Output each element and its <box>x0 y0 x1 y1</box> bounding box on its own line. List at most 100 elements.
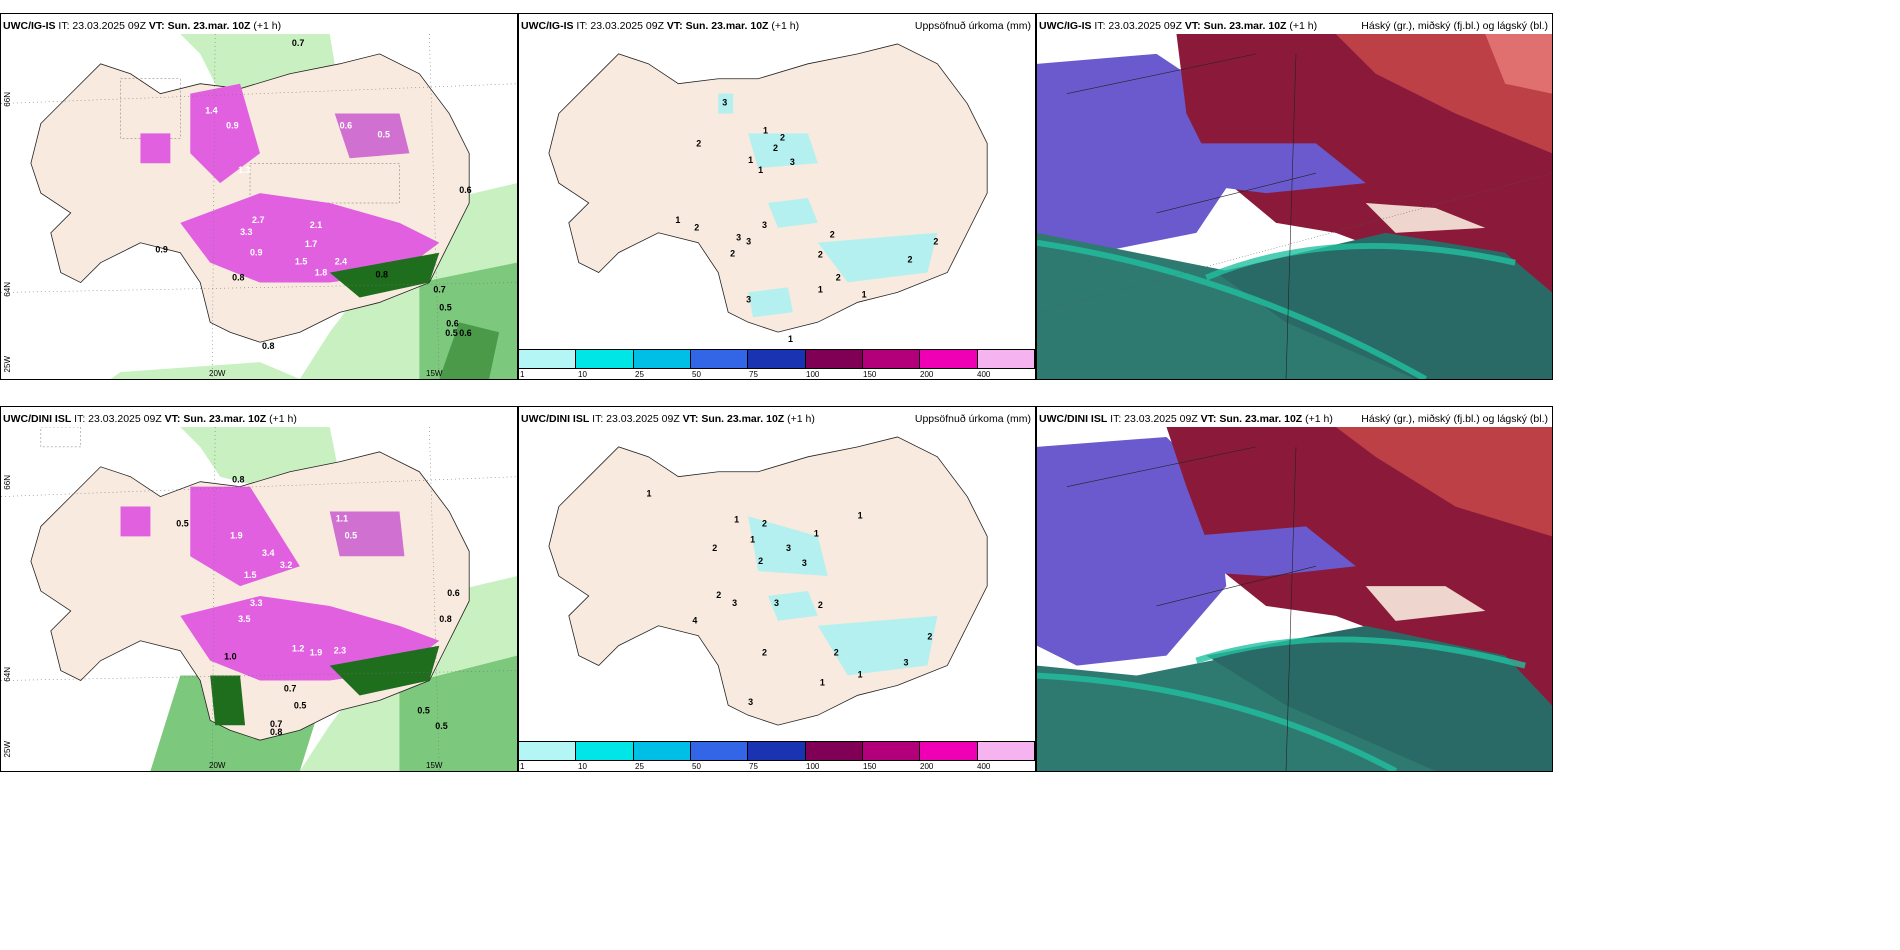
map-area[interactable] <box>1037 34 1552 379</box>
colorbar-tick: 50 <box>692 762 701 771</box>
svg-text:0.6: 0.6 <box>340 120 352 130</box>
svg-text:2.3: 2.3 <box>334 646 346 656</box>
svg-text:2: 2 <box>836 272 841 282</box>
svg-text:2: 2 <box>927 632 932 642</box>
panel-top-clouds: UWC/IG-IS IT: 23.03.2025 09Z VT: Sun. 23… <box>1036 13 1553 380</box>
svg-text:0.5: 0.5 <box>345 530 357 540</box>
map-area[interactable] <box>1037 427 1552 771</box>
svg-text:1: 1 <box>675 215 680 225</box>
colorbar-segment <box>920 350 978 368</box>
panel-header: UWC/IG-IS IT: 23.03.2025 09Z VT: Sun. 23… <box>521 20 800 32</box>
colorbar-segment <box>519 350 577 368</box>
svg-text:0.5: 0.5 <box>439 302 451 312</box>
svg-text:2: 2 <box>762 648 767 658</box>
precip-colorbar <box>519 349 1035 369</box>
colorbar-tick: 75 <box>749 370 758 379</box>
svg-text:3: 3 <box>732 598 737 608</box>
svg-text:1: 1 <box>788 334 793 344</box>
map-accum-precip: 3 1 2 2 1 3 1 2 3 3 1 3 2 3 2 2 2 1 2 2 … <box>548 43 988 344</box>
svg-text:3: 3 <box>790 157 795 167</box>
svg-text:0.6: 0.6 <box>459 185 471 195</box>
lat-label-66n: 66N <box>3 475 12 490</box>
svg-text:3: 3 <box>748 697 753 707</box>
svg-text:0.5: 0.5 <box>435 721 447 731</box>
panel-top-precip-wind: UWC/IG-IS IT: 23.03.2025 09Z VT: Sun. 23… <box>0 13 518 380</box>
svg-text:3: 3 <box>786 543 791 553</box>
colorbar-segment <box>977 350 1035 368</box>
colorbar-segment <box>633 350 691 368</box>
map-precip-wind: 0.7 1.4 0.9 1.3 0.6 0.5 2.7 3.3 1.7 2.1 … <box>1 34 517 379</box>
svg-text:1: 1 <box>734 514 739 524</box>
colorbar-segment <box>748 742 806 760</box>
colorbar-tick: 150 <box>863 370 877 379</box>
map-area[interactable]: 2 1 2 1 2 1 3 2 3 1 1 2 3 4 3 2 2 3 2 2 … <box>519 427 1035 743</box>
colorbar-segment <box>576 742 634 760</box>
svg-text:1: 1 <box>647 489 652 499</box>
svg-text:1.1: 1.1 <box>336 513 348 523</box>
svg-text:0.8: 0.8 <box>232 475 244 485</box>
colorbar-segment <box>519 742 577 760</box>
lon-label-20w: 20W <box>209 761 226 770</box>
svg-text:1.9: 1.9 <box>230 530 242 540</box>
svg-text:2: 2 <box>696 138 701 148</box>
svg-text:0.8: 0.8 <box>232 273 244 283</box>
map-area[interactable]: 0.7 1.4 0.9 1.3 0.6 0.5 2.7 3.3 1.7 2.1 … <box>1 34 517 379</box>
colorbar-segment <box>805 350 863 368</box>
colorbar-tick: 10 <box>578 370 587 379</box>
svg-text:0.5: 0.5 <box>378 129 390 139</box>
svg-text:3.5: 3.5 <box>238 614 250 624</box>
svg-text:3.4: 3.4 <box>262 548 274 558</box>
svg-text:1: 1 <box>758 165 763 175</box>
colorbar-tick: 200 <box>920 370 934 379</box>
svg-text:2.4: 2.4 <box>335 257 347 267</box>
svg-text:2: 2 <box>830 230 835 240</box>
svg-text:1: 1 <box>763 125 768 135</box>
svg-text:2: 2 <box>694 223 699 233</box>
colorbar-tick: 25 <box>635 762 644 771</box>
svg-text:0.9: 0.9 <box>155 245 167 255</box>
colorbar-tick: 100 <box>806 762 820 771</box>
map-accum-precip: 2 1 2 1 2 1 3 2 3 1 1 2 3 4 3 2 2 3 2 2 … <box>548 427 988 726</box>
lon-label-25w: 25W <box>3 356 12 373</box>
svg-text:2: 2 <box>712 543 717 553</box>
svg-text:1.7: 1.7 <box>305 239 317 249</box>
svg-text:2: 2 <box>758 556 763 566</box>
svg-text:1: 1 <box>862 289 867 299</box>
colorbar-segment <box>920 742 978 760</box>
colorbar-tick: 400 <box>977 370 991 379</box>
svg-text:0.7: 0.7 <box>433 285 445 295</box>
panel-title: Háský (gr.), miðský (fj.bl.) og lágský (… <box>1361 413 1548 425</box>
svg-text:2: 2 <box>780 132 785 142</box>
colorbar-segment <box>977 742 1035 760</box>
svg-text:0.6: 0.6 <box>447 588 459 598</box>
svg-text:0.9: 0.9 <box>250 248 262 258</box>
svg-text:0.8: 0.8 <box>376 270 388 280</box>
map-area[interactable]: 3 1 2 2 1 3 1 2 3 3 1 3 2 3 2 2 2 1 2 2 … <box>519 34 1035 351</box>
svg-text:0.5: 0.5 <box>445 328 457 338</box>
svg-text:2: 2 <box>933 237 938 247</box>
map-precip-wind: 0.8 1.9 3.4 1.5 3.2 1.1 0.5 3.3 3.5 1.9 … <box>1 427 517 771</box>
svg-text:1: 1 <box>820 677 825 687</box>
svg-text:2.1: 2.1 <box>310 220 322 230</box>
svg-text:1: 1 <box>814 528 819 538</box>
svg-text:0.7: 0.7 <box>292 38 304 48</box>
map-clouds <box>1037 427 1552 771</box>
colorbar-tick: 150 <box>863 762 877 771</box>
colorbar-segment <box>862 742 921 760</box>
svg-text:0.7: 0.7 <box>284 683 296 693</box>
panel-header: UWC/IG-IS IT: 23.03.2025 09Z VT: Sun. 23… <box>1039 20 1318 32</box>
map-clouds <box>1037 34 1552 379</box>
panel-header: UWC/DINI ISL IT: 23.03.2025 09Z VT: Sun.… <box>1039 413 1333 425</box>
map-area[interactable]: 0.8 1.9 3.4 1.5 3.2 1.1 0.5 3.3 3.5 1.9 … <box>1 427 517 771</box>
svg-text:3: 3 <box>904 658 909 668</box>
colorbar-ticks: 1 10 25 50 75 100 150 200 400 <box>519 370 1035 379</box>
svg-text:1: 1 <box>750 534 755 544</box>
panel-top-accum-precip: UWC/IG-IS IT: 23.03.2025 09Z VT: Sun. 23… <box>518 13 1036 380</box>
colorbar-tick: 400 <box>977 762 991 771</box>
colorbar-segment <box>862 350 921 368</box>
svg-text:2: 2 <box>818 600 823 610</box>
svg-text:2: 2 <box>907 255 912 265</box>
lon-label-25w: 25W <box>3 741 12 758</box>
svg-text:1: 1 <box>858 510 863 520</box>
colorbar-segment <box>748 350 806 368</box>
